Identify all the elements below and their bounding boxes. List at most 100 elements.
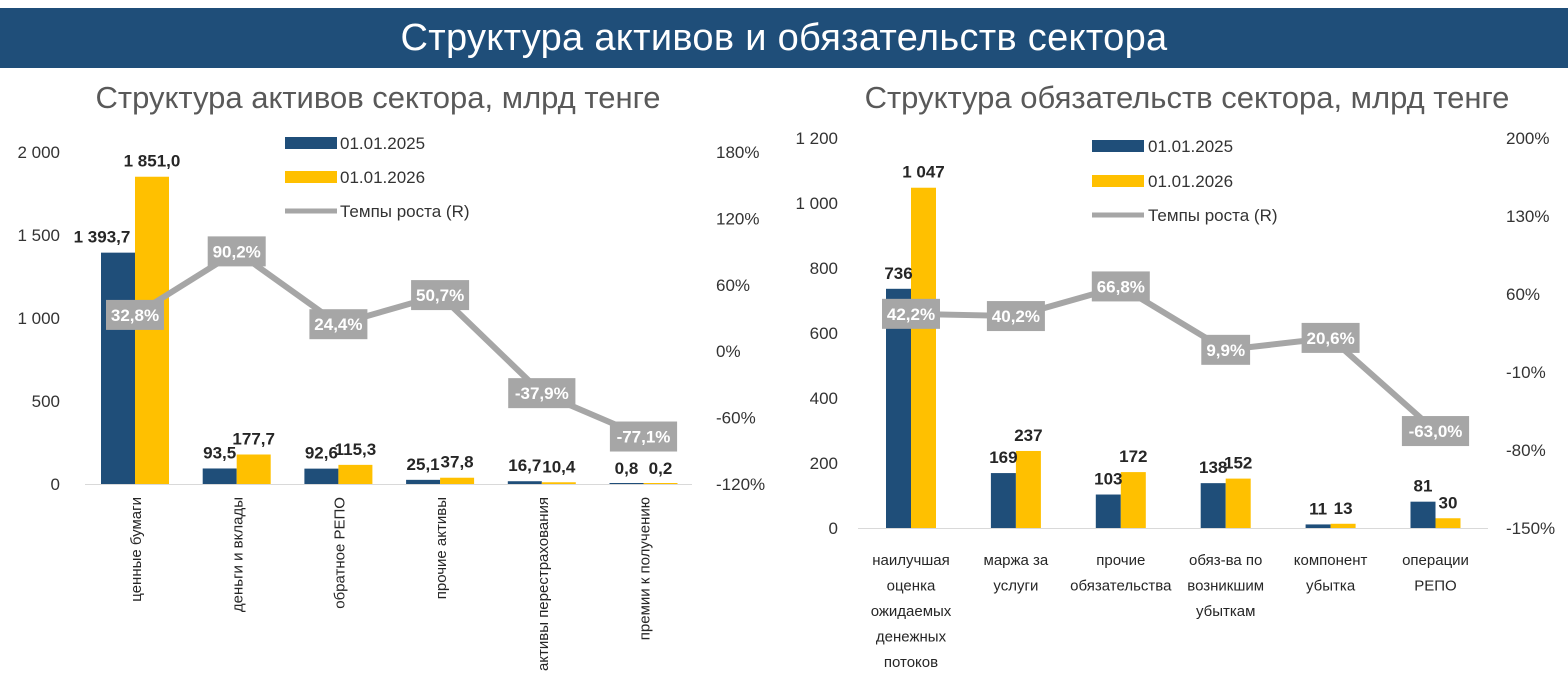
liabilities-bar-value-label: 1 047: [902, 163, 945, 182]
liabilities-growth-label-box: [1091, 271, 1150, 302]
liabilities-category-label-line: денежных: [876, 629, 947, 646]
assets-bar-2025: [304, 468, 339, 484]
assets-bar-value-label: 37,8: [441, 453, 474, 472]
assets-legend-swatch-2026: [285, 171, 337, 183]
page-title: Структура активов и обязательств сектора: [400, 16, 1168, 59]
assets-growth-label: -37,9%: [515, 384, 569, 403]
liabilities-bar-value-label: 736: [884, 264, 912, 283]
liabilities-bar-value-label: 30: [1439, 493, 1458, 512]
assets-bar-2026: [440, 477, 475, 484]
liabilities-bar-value-label: 11: [1309, 499, 1327, 518]
assets-y2-tick-label: -60%: [716, 409, 756, 428]
assets-y2-tick-label: 180%: [716, 143, 759, 162]
assets-growth-label-box: [207, 236, 266, 267]
liabilities-chart-title: Структура обязательств сектора, млрд тен…: [865, 80, 1510, 115]
liabilities-growth-label: -63,0%: [1409, 422, 1463, 441]
assets-bar-value-label: 0,8: [615, 459, 639, 478]
liabilities-category-label-line: ожидаемых: [871, 603, 952, 620]
liabilities-category-label-line: компонент: [1294, 552, 1368, 569]
liabilities-bar-value-label: 81: [1414, 477, 1433, 496]
assets-category-label: прочие активы: [433, 497, 450, 599]
assets-growth-label-box: [106, 299, 164, 330]
liabilities-legend-label-2026: 01.01.2026: [1148, 172, 1233, 191]
liabilities-bar-value-label: 169: [989, 448, 1017, 467]
assets-bar-2026: [135, 176, 169, 484]
assets-category-label: ценные бумаги: [128, 497, 145, 602]
liabilities-y-tick-label: 1 000: [795, 194, 838, 213]
liabilities-bar-2026: [911, 187, 936, 528]
liabilities-bar-2026: [1435, 518, 1461, 528]
liabilities-bar-value-label: 13: [1334, 499, 1353, 518]
assets-bar-value-label: 93,5: [203, 443, 236, 462]
liabilities-bar-2026: [1120, 472, 1146, 528]
liabilities-category-label-line: обязательства: [1070, 578, 1172, 595]
header-banner: Структура активов и обязательств сектора: [0, 8, 1568, 68]
liabilities-bar-value-label: 237: [1014, 426, 1042, 445]
assets-category-label: активы перестрахования: [535, 497, 552, 671]
assets-y-tick-label: 1 000: [17, 309, 60, 328]
liabilities-y-tick-label: 200: [810, 454, 838, 473]
liabilities-growth-label: 40,2%: [992, 307, 1040, 326]
assets-legend-label-growth: Темпы роста (R): [340, 202, 470, 221]
liabilities-bar-2025: [1200, 483, 1226, 528]
assets-bar-value-label: 115,3: [335, 440, 377, 459]
liabilities-y2-tick-label: 130%: [1506, 207, 1549, 226]
liabilities-category-label-line: убыткам: [1196, 603, 1255, 620]
assets-y2-tick-label: 0%: [716, 342, 741, 361]
assets-category-label: премии к получению: [637, 497, 654, 640]
assets-bar-2026: [643, 483, 678, 484]
liabilities-y-tick-label: 600: [810, 324, 838, 343]
assets-bar-2025: [609, 483, 644, 484]
assets-category-label: обратное РЕПО: [331, 497, 348, 609]
assets-bar-2025: [406, 479, 441, 484]
liabilities-bar-value-label: 138: [1199, 458, 1227, 477]
assets-y-tick-label: 500: [32, 392, 60, 411]
assets-bar-value-label: 177,7: [232, 430, 275, 449]
assets-bar-value-label: 0,2: [649, 459, 673, 478]
liabilities-category-label-line: операции: [1402, 552, 1469, 569]
liabilities-growth-label: 42,2%: [887, 305, 935, 324]
liabilities-bar-2025: [1305, 524, 1331, 528]
assets-y2-tick-label: 120%: [716, 209, 759, 228]
liabilities-category-label-line: наилучшая: [872, 552, 950, 569]
liabilities-growth-label-box: [986, 301, 1045, 332]
assets-bar-2026: [236, 454, 271, 484]
assets-bar-2025: [101, 252, 135, 484]
liabilities-category-label-line: РЕПО: [1414, 578, 1456, 595]
liabilities-legend-label-growth: Темпы роста (R): [1148, 206, 1278, 225]
liabilities-growth-label-box: [1201, 334, 1251, 365]
liabilities-y-tick-label: 800: [810, 259, 838, 278]
liabilities-category-label-line: возникшим: [1187, 578, 1264, 595]
liabilities-legend-swatch-2025: [1092, 140, 1144, 152]
assets-y-tick-label: 0: [51, 475, 60, 494]
assets-growth-label-box: [508, 378, 576, 409]
liabilities-category-label-line: убытка: [1306, 578, 1356, 595]
liabilities-growth-label-box: [1301, 322, 1360, 353]
liabilities-bar-value-label: 172: [1119, 447, 1147, 466]
liabilities-category-label-line: маржа за: [984, 552, 1049, 569]
assets-y-tick-label: 1 500: [17, 226, 60, 245]
assets-legend-swatch-2025: [285, 137, 337, 149]
assets-bar-2026: [338, 464, 373, 484]
liabilities-bar-2026: [1225, 478, 1251, 528]
liabilities-bar-2025: [990, 473, 1016, 528]
liabilities-growth-label-box: [1401, 416, 1470, 447]
liabilities-growth-label-box: [882, 298, 940, 329]
liabilities-y2-tick-label: 200%: [1506, 129, 1549, 148]
assets-bar-value-label: 1 393,7: [74, 228, 131, 247]
assets-growth-label: 24,4%: [314, 315, 362, 334]
liabilities-y-tick-label: 1 200: [795, 129, 838, 148]
liabilities-y-tick-label: 0: [829, 519, 838, 538]
assets-legend-label-2026: 01.01.2026: [340, 168, 425, 187]
liabilities-y2-tick-label: -10%: [1506, 363, 1546, 382]
assets-growth-label: -77,1%: [617, 428, 671, 447]
assets-y2-tick-label: 60%: [716, 276, 750, 295]
liabilities-category-label-line: прочие: [1096, 552, 1145, 569]
liabilities-bar-2025: [1095, 494, 1121, 528]
liabilities-legend-swatch-2026: [1092, 175, 1144, 187]
assets-growth-label: 50,7%: [416, 286, 464, 305]
assets-growth-label: 90,2%: [213, 242, 261, 261]
liabilities-bar-value-label: 152: [1224, 454, 1252, 473]
assets-bar-2025: [202, 468, 237, 484]
assets-bar-value-label: 1 851,0: [124, 152, 181, 171]
